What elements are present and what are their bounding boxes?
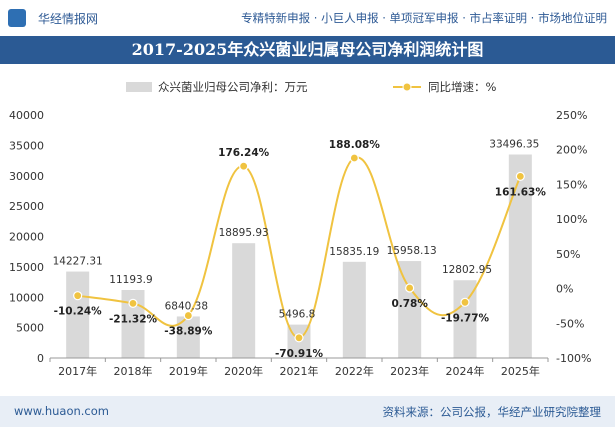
y-right-tick-label: 50% [556, 248, 580, 261]
growth-value-label: -70.91% [275, 348, 324, 360]
y-right-tick-label: 250% [556, 109, 587, 122]
chart-title: 2017-2025年众兴菌业归属母公司净利润统计图 [131, 40, 484, 59]
bar[interactable] [232, 243, 256, 358]
growth-line-path [77, 156, 522, 339]
growth-point[interactable] [349, 153, 359, 163]
header-services[interactable]: 专精特新申报 · 小巨人申报 · 单项冠军申报 · 市占率证明 · 市场地位证明 [241, 11, 607, 25]
chart: 众兴菌业归母公司净利：万元 同比增速：% 0 5000 10000 15000 2000… [9, 80, 591, 378]
growth-value-label: 188.08% [329, 139, 381, 151]
growth-value-label: -21.32% [109, 313, 158, 325]
x-tick-label: 2022年 [335, 364, 374, 378]
bar-value-label: 6840.38 [165, 300, 208, 312]
y-left-tick-label: 30000 [9, 170, 44, 183]
x-tick-label: 2018年 [114, 364, 153, 378]
legend: 众兴菌业归母公司净利：万元 同比增速：% [126, 80, 496, 94]
legend-line-label: 同比增速：% [428, 80, 496, 94]
y-left-tick-label: 25000 [9, 200, 44, 213]
growth-point[interactable] [405, 283, 415, 293]
growth-value-label: 161.63% [495, 186, 547, 198]
y-right-tick-label: 200% [556, 144, 587, 157]
growth-point[interactable] [128, 298, 138, 308]
x-axis: 2017年 2018年 2019年 2020年 2021年 2022年 2023年 2024年… [49, 358, 549, 378]
growth-value-label: -10.24% [54, 306, 103, 318]
legend-line-marker [402, 82, 412, 92]
growth-value-label: -38.89% [164, 326, 213, 338]
y-left-tick-label: 20000 [9, 231, 44, 244]
left-axis: 0 5000 10000 15000 20000 25000 30000 35000 40000 [9, 109, 44, 365]
x-tick-label: 2021年 [280, 364, 319, 378]
bar-value-label: 33496.35 [489, 139, 539, 151]
bar-value-label: 5496.8 [279, 309, 316, 321]
growth-point[interactable] [73, 291, 83, 301]
y-right-tick-label: -100% [556, 352, 591, 365]
bar[interactable] [508, 154, 532, 358]
footer-source: 资料来源：公司公报，华经产业研究院整理 [382, 405, 602, 419]
y-left-tick-label: 40000 [9, 109, 44, 122]
x-tick-label: 2023年 [390, 364, 429, 378]
y-left-tick-label: 10000 [9, 291, 44, 304]
bars [66, 154, 532, 358]
x-tick-label: 2024年 [446, 364, 485, 378]
growth-line [73, 153, 525, 343]
footer: www.huaon.com 资料来源：公司公报，华经产业研究院整理 [0, 396, 615, 427]
bar-value-label: 14227.31 [53, 256, 103, 268]
bar[interactable] [342, 261, 366, 358]
bar-value-label: 15958.13 [387, 245, 437, 257]
growth-value-label: 0.78% [391, 298, 428, 310]
y-left-tick-label: 35000 [9, 139, 44, 152]
bar-value-label: 15835.19 [329, 246, 379, 258]
point-labels: -10.24% -21.32% -38.89% 176.24% -70.91% 188.0… [54, 139, 547, 360]
logo-icon [8, 9, 26, 27]
y-right-tick-label: -50% [556, 317, 584, 330]
bar-labels: 14227.31 11193.9 6840.38 18895.93 5496.8 1583… [53, 139, 540, 321]
footer-url[interactable]: www.huaon.com [14, 404, 109, 418]
y-right-tick-label: 100% [556, 213, 587, 226]
bar[interactable] [66, 271, 90, 358]
y-left-tick-label: 5000 [16, 322, 44, 335]
bar[interactable] [121, 289, 145, 358]
y-right-tick-label: 150% [556, 178, 587, 191]
title-bar: 2017-2025年众兴菌业归属母公司净利润统计图 [0, 36, 615, 64]
x-tick-label: 2025年 [501, 364, 540, 378]
bar-value-label: 12802.95 [442, 264, 492, 276]
x-tick-label: 2020年 [224, 364, 263, 378]
y-left-tick-label: 15000 [9, 261, 44, 274]
x-tick-label: 2019年 [169, 364, 208, 378]
growth-value-label: 176.24% [218, 147, 270, 159]
bar-value-label: 11193.9 [109, 274, 152, 286]
growth-point[interactable] [515, 171, 525, 181]
right-axis: -100% -50% 0% 50% 100% 150% 200% 250% [556, 109, 591, 365]
legend-bar-label: 众兴菌业归母公司净利：万元 [158, 80, 308, 94]
header: 华经情报网 专精特新申报 · 小巨人申报 · 单项冠军申报 · 市占率证明 · … [0, 0, 615, 36]
bar[interactable] [398, 261, 422, 358]
y-right-tick-label: 0% [556, 283, 573, 296]
legend-bar-swatch [126, 82, 152, 92]
bar[interactable] [176, 316, 200, 358]
growth-value-label: -19.77% [441, 312, 490, 324]
growth-point[interactable] [294, 333, 304, 343]
bar-value-label: 18895.93 [219, 227, 269, 239]
logo-text[interactable]: 华经情报网 [38, 12, 99, 26]
bar[interactable] [453, 280, 477, 358]
growth-point[interactable] [183, 310, 193, 321]
growth-point[interactable] [460, 297, 470, 307]
x-tick-label: 2017年 [58, 364, 97, 378]
growth-point[interactable] [239, 161, 249, 171]
y-left-tick-label: 0 [37, 352, 44, 365]
